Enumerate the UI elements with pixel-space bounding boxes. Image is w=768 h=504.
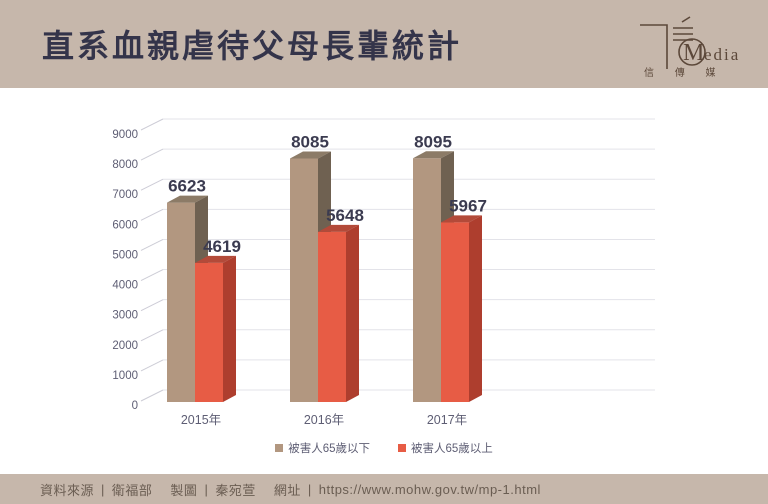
y-axis-tick	[140, 178, 164, 191]
footer-credit-label: 製圖	[170, 482, 198, 498]
bar-data-label: 5967	[449, 196, 487, 215]
y-axis-tick	[140, 359, 164, 372]
bar-front-face	[413, 158, 441, 402]
footer-source: 資料來源 | 衛福部	[40, 480, 152, 499]
chart-area: 0 1000 2000 3000 4000 5000 6000 7000 8000 9000 662…	[0, 88, 768, 474]
bar-front-face	[318, 231, 346, 402]
legend-item-over65: 被害人65歲以上	[398, 440, 493, 456]
y-axis-label: 7000	[112, 189, 138, 201]
bar-top-face	[441, 215, 482, 223]
bar-top-face	[290, 151, 331, 159]
logo-staff-lines	[673, 27, 693, 41]
y-axis-label: 9000	[112, 129, 138, 141]
bar-data-label: 8095	[414, 132, 452, 151]
bar-front-face	[441, 222, 469, 402]
bar-front-face	[167, 202, 195, 402]
bar-side-face	[223, 255, 236, 402]
y-axis-tick	[140, 389, 164, 402]
footer: 資料來源 | 衛福部 製圖 | 秦宛萱 網址 | https://www.moh…	[0, 474, 768, 504]
legend-swatch-over65	[398, 444, 406, 452]
bar-front-face	[290, 158, 318, 402]
y-axis-label: 3000	[112, 310, 138, 322]
footer-separator: |	[204, 481, 209, 497]
y-axis-tick	[140, 148, 164, 161]
bar-data-label: 8085	[291, 133, 329, 152]
bar-top-face	[167, 195, 208, 203]
footer-url-value: https://www.mohw.gov.tw/mp-1.html	[318, 481, 541, 497]
legend-label-under65: 被害人65歲以下	[288, 443, 370, 455]
legend-swatch-under65	[275, 444, 284, 452]
bar-top-face	[195, 255, 236, 263]
cmedia-logo: M edia 信 傳 媒	[640, 16, 740, 79]
footer-url: 網址 | https://www.mohw.gov.tw/mp-1.html	[274, 480, 541, 499]
y-axis-tick	[140, 269, 164, 282]
footer-credit: 製圖 | 秦宛萱	[170, 480, 255, 499]
y-axis-label: 0	[132, 400, 138, 412]
bar-data-label: 4619	[203, 237, 241, 256]
bar-front-face	[195, 262, 223, 402]
bar-top-face	[318, 224, 359, 232]
x-axis-label: 2017年	[427, 413, 467, 427]
logo-c-circle	[678, 38, 706, 66]
bar-data-label: 5648	[326, 206, 364, 225]
logo-m-letter: M	[683, 40, 704, 66]
footer-credit-value: 秦宛萱	[215, 482, 256, 498]
y-axis-label: 1000	[112, 370, 138, 382]
y-axis-label: 4000	[112, 280, 138, 292]
bar-data-label: 6623	[168, 177, 206, 196]
y-axis-tick	[140, 238, 164, 251]
x-axis-label: 2015年	[181, 413, 221, 427]
y-axis-tick	[140, 299, 164, 312]
legend-item-under65: 被害人65歲以下	[275, 440, 370, 456]
bar-side-face	[346, 224, 359, 402]
footer-url-label: 網址	[273, 482, 301, 498]
y-axis-tick	[140, 118, 164, 131]
y-axis-tick	[140, 208, 164, 221]
page-title: 直系血親虐待父母長輩統計	[42, 28, 463, 64]
footer-source-value: 衛福部	[111, 482, 153, 498]
logo-accent-tick	[681, 16, 691, 23]
logo-cjk-text: 信 傳 媒	[644, 66, 725, 79]
y-axis-label: 5000	[112, 249, 138, 261]
y-axis-label: 2000	[112, 340, 138, 352]
bar-side-face	[469, 215, 482, 402]
x-axis-label: 2016年	[304, 413, 344, 427]
logo-brand-text: edia	[704, 45, 740, 64]
footer-separator: |	[307, 481, 312, 497]
header: 直系血親虐待父母長輩統計 M edia 信 傳 媒	[0, 0, 768, 88]
bar-chart: 0 1000 2000 3000 4000 5000 6000 7000 8000 9000 662…	[112, 118, 655, 427]
chart-legend: 被害人65歲以下 被害人65歲以上	[0, 440, 768, 456]
legend-label-over65: 被害人65歲以上	[411, 443, 493, 455]
logo-corner-stroke	[640, 24, 668, 69]
bar-top-face	[413, 151, 454, 159]
footer-separator: |	[101, 481, 105, 497]
y-axis-label: 8000	[112, 159, 138, 171]
footer-source-label: 資料來源	[40, 482, 95, 498]
y-axis-tick	[140, 329, 164, 342]
y-axis-label: 6000	[112, 219, 138, 231]
